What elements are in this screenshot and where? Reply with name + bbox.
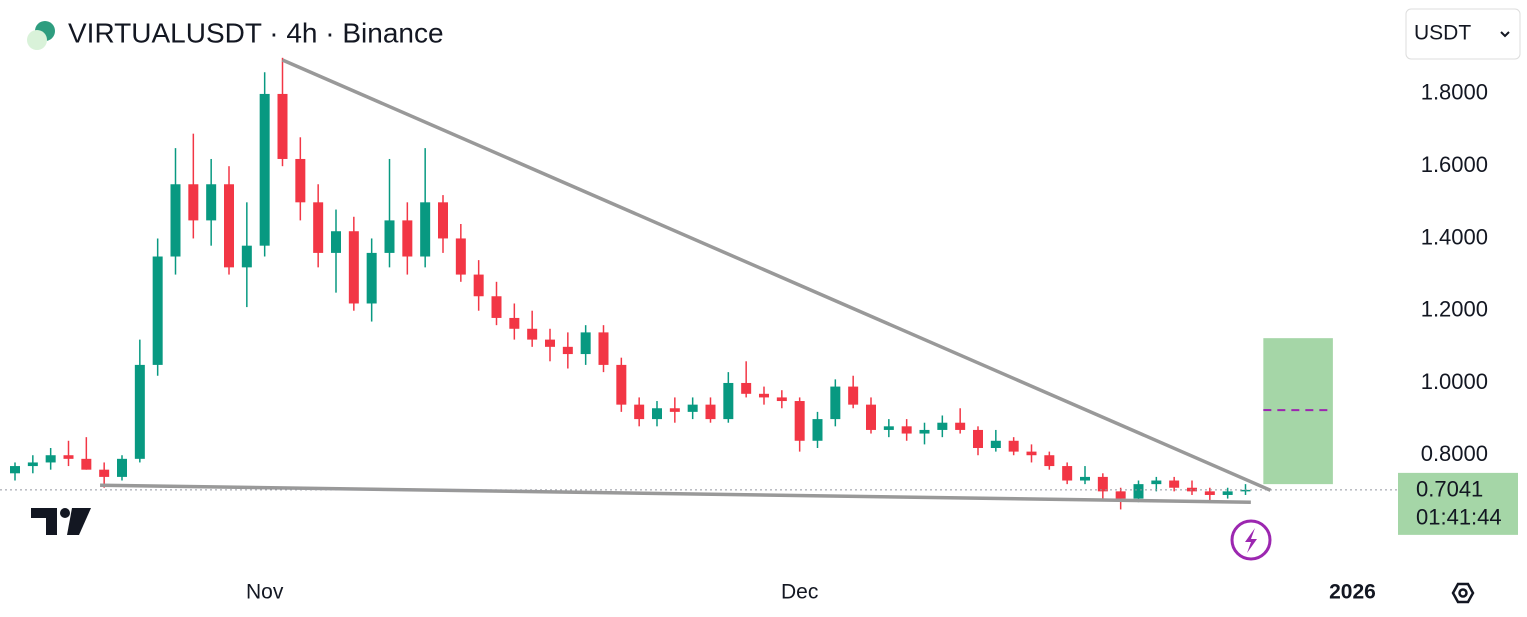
candle-body bbox=[1097, 476, 1108, 492]
candle-body bbox=[1115, 491, 1126, 499]
candle-body bbox=[313, 202, 324, 253]
candle-body bbox=[669, 408, 680, 412]
candle-body bbox=[848, 386, 859, 405]
candle-body bbox=[27, 462, 38, 467]
candle-body bbox=[990, 440, 1001, 448]
candle-body bbox=[562, 346, 573, 355]
candle-body bbox=[794, 401, 805, 441]
candle-body bbox=[1204, 491, 1215, 495]
candle-body bbox=[634, 404, 645, 420]
countdown: 01:41:44 bbox=[1416, 505, 1502, 530]
y-tick-label: 1.2000 bbox=[1421, 297, 1488, 322]
candle-body bbox=[491, 296, 502, 318]
settings-icon[interactable] bbox=[1451, 582, 1475, 604]
candle-body bbox=[1240, 489, 1251, 492]
candle-body bbox=[277, 93, 288, 159]
last-price-label: 0.7041 bbox=[1416, 477, 1483, 502]
candle-body bbox=[580, 332, 591, 355]
candle-body bbox=[955, 422, 966, 430]
lightning-icon[interactable] bbox=[1230, 519, 1272, 561]
candle-body bbox=[776, 397, 787, 402]
candle-body bbox=[188, 184, 199, 221]
candle-body bbox=[330, 231, 341, 253]
candle-body bbox=[527, 328, 538, 340]
candle-body bbox=[616, 364, 627, 405]
candle-body bbox=[509, 317, 520, 329]
candle-body bbox=[223, 184, 234, 268]
candle-body bbox=[1133, 484, 1144, 499]
y-tick-label: 1.8000 bbox=[1421, 80, 1488, 105]
candle-body bbox=[295, 158, 306, 203]
x-tick-label: Dec bbox=[781, 581, 818, 604]
tradingview-logo[interactable] bbox=[31, 508, 91, 535]
trendline bbox=[100, 483, 1251, 504]
candle-body bbox=[384, 220, 395, 253]
candle-body bbox=[830, 386, 841, 420]
last-price-box bbox=[1398, 472, 1518, 535]
candle-body bbox=[10, 466, 20, 474]
candle-body bbox=[473, 274, 484, 297]
y-tick-label: 1.0000 bbox=[1421, 369, 1488, 394]
candle-body bbox=[152, 256, 163, 365]
candle-body bbox=[1026, 451, 1037, 456]
candle-body bbox=[723, 382, 734, 420]
candle-body bbox=[972, 429, 983, 448]
candle-body bbox=[420, 202, 431, 257]
candle-body bbox=[63, 455, 74, 459]
candle-body bbox=[348, 231, 359, 304]
y-tick-label: 1.6000 bbox=[1421, 152, 1488, 177]
candle-body bbox=[455, 238, 466, 275]
candle-body bbox=[758, 393, 769, 398]
candle-body bbox=[1062, 466, 1073, 481]
candle-body bbox=[241, 245, 252, 268]
candle-body bbox=[366, 252, 377, 304]
candle-body bbox=[170, 184, 181, 257]
currency-label: USDT bbox=[1414, 22, 1471, 45]
candle-body bbox=[1079, 476, 1090, 481]
candle-body bbox=[402, 220, 413, 257]
x-tick-label: 2026 bbox=[1329, 581, 1376, 604]
candle-body bbox=[259, 93, 270, 246]
candle-body bbox=[1008, 440, 1019, 452]
x-tick-label: Nov bbox=[246, 581, 284, 604]
candle-body bbox=[134, 364, 145, 459]
candle-body bbox=[544, 339, 555, 347]
candle-body bbox=[99, 469, 110, 477]
trendline bbox=[281, 58, 1272, 492]
candle-body bbox=[1044, 455, 1055, 467]
candle-body bbox=[705, 404, 716, 420]
target-zone bbox=[1263, 338, 1333, 485]
candle-body bbox=[919, 429, 930, 434]
candle-body bbox=[741, 382, 752, 394]
y-tick-label: 1.4000 bbox=[1421, 224, 1488, 249]
chart-title: VIRTUALUSDT · 4h · Binance bbox=[68, 17, 444, 48]
candle-body bbox=[81, 458, 92, 470]
candle-body bbox=[865, 404, 876, 430]
plot-area bbox=[10, 57, 1333, 510]
candle-body bbox=[206, 184, 217, 221]
y-tick-label: 0.8000 bbox=[1421, 441, 1488, 466]
candle-body bbox=[1151, 480, 1162, 485]
candle-body bbox=[937, 422, 948, 430]
currency-selector[interactable]: USDT bbox=[1405, 8, 1521, 60]
candle-body bbox=[598, 332, 609, 365]
candle-body bbox=[116, 458, 127, 477]
symbol-icon bbox=[27, 21, 55, 50]
candle-body bbox=[687, 404, 698, 412]
candle-body bbox=[45, 455, 56, 463]
candle-body bbox=[1222, 491, 1233, 495]
candle-body bbox=[901, 426, 912, 434]
candle-body bbox=[812, 419, 823, 441]
candle-body bbox=[651, 408, 662, 420]
candle-body bbox=[1169, 480, 1180, 488]
candle-body bbox=[883, 426, 894, 430]
candle-body bbox=[437, 202, 448, 239]
